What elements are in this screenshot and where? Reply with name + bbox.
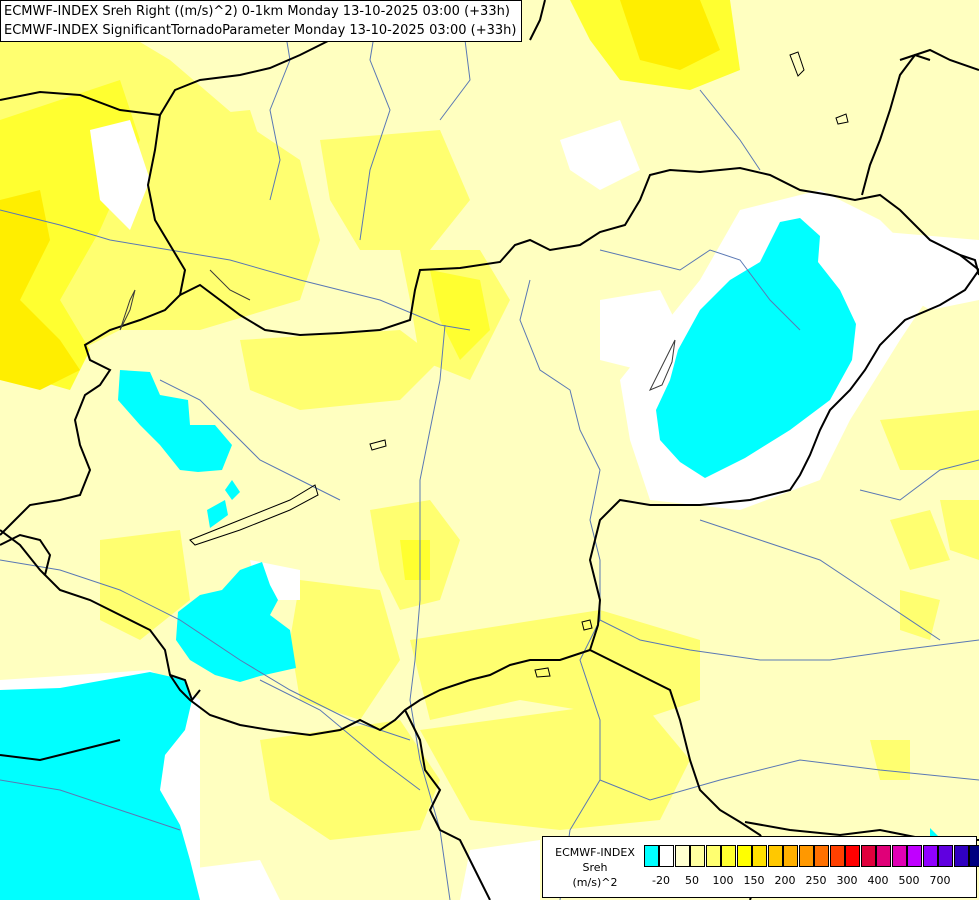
legend-label: ECMWF-INDEX Sreh (m/s)^2 (547, 845, 643, 890)
legend-label-line-3: (m/s)^2 (572, 876, 618, 889)
legend-swatch (721, 845, 737, 867)
legend-swatch (690, 845, 706, 867)
map-title-line-2: ECMWF-INDEX SignificantTornadoParameter … (4, 23, 517, 38)
legend-swatch (938, 845, 954, 867)
legend-swatch (674, 845, 690, 867)
map-title-line-1: ECMWF-INDEX Sreh Right ((m/s)^2) 0-1km M… (4, 4, 510, 19)
legend-tick-label: 700 (929, 874, 951, 887)
legend-swatch (860, 845, 876, 867)
legend-swatch (907, 845, 923, 867)
legend-label-line-2: Sreh (582, 861, 608, 874)
legend-tick-label: 250 (805, 874, 827, 887)
legend-tick-label: 200 (774, 874, 796, 887)
legend-swatch (783, 845, 799, 867)
legend-swatch (845, 845, 861, 867)
legend-ticks: -20 50 100 150 200 250 300 400 500 700 (644, 874, 974, 890)
lakes (189, 51, 849, 678)
legend-swatch (829, 845, 845, 867)
legend-swatch (705, 845, 721, 867)
legend-tick-label: 400 (867, 874, 889, 887)
legend-tick-label: -20 (652, 874, 670, 887)
legend-tick-label: 300 (836, 874, 858, 887)
legend-tick-label: 500 (898, 874, 920, 887)
legend-tick-label: 100 (712, 874, 734, 887)
legend-swatch (814, 845, 830, 867)
legend-swatch (752, 845, 768, 867)
legend-swatches (644, 845, 979, 867)
regional-borders (119, 269, 676, 391)
legend-swatch (767, 845, 783, 867)
legend-swatch (876, 845, 892, 867)
legend-swatch (644, 845, 659, 867)
legend-swatch (922, 845, 938, 867)
legend-swatch (891, 845, 907, 867)
legend-label-line-1: ECMWF-INDEX (555, 846, 635, 859)
legend-swatch (659, 845, 675, 867)
map-title-box: ECMWF-INDEX Sreh Right ((m/s)^2) 0-1km M… (0, 0, 522, 42)
legend-swatch (969, 845, 979, 867)
legend-tick-label: 50 (685, 874, 699, 887)
legend-swatch (798, 845, 814, 867)
color-legend: ECMWF-INDEX Sreh (m/s)^2 -20 50 100 150 200 2… (542, 836, 979, 898)
cyan-field-areas (0, 218, 940, 900)
legend-tick-label: 150 (743, 874, 765, 887)
legend-swatch (953, 845, 969, 867)
legend-swatch (736, 845, 752, 867)
